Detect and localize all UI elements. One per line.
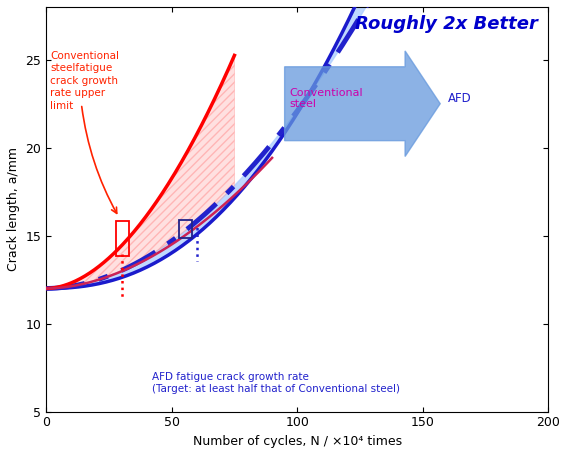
- Text: Conventional
steel: Conventional steel: [290, 88, 363, 109]
- Text: Roughly 2x Better: Roughly 2x Better: [355, 15, 538, 33]
- Text: AFD: AFD: [448, 92, 472, 105]
- Text: Conventional
steelfatigue
crack growth
rate upper
limit: Conventional steelfatigue crack growth r…: [50, 51, 119, 111]
- Text: AFD fatigue crack growth rate
(Target: at least half that of Conventional steel): AFD fatigue crack growth rate (Target: a…: [151, 373, 400, 394]
- Bar: [116, 221, 129, 256]
- Y-axis label: Crack length, a/mm: Crack length, a/mm: [7, 147, 20, 271]
- X-axis label: Number of cycles, N / ×10⁴ times: Number of cycles, N / ×10⁴ times: [193, 435, 402, 448]
- FancyArrow shape: [285, 51, 440, 157]
- Bar: [179, 220, 192, 238]
